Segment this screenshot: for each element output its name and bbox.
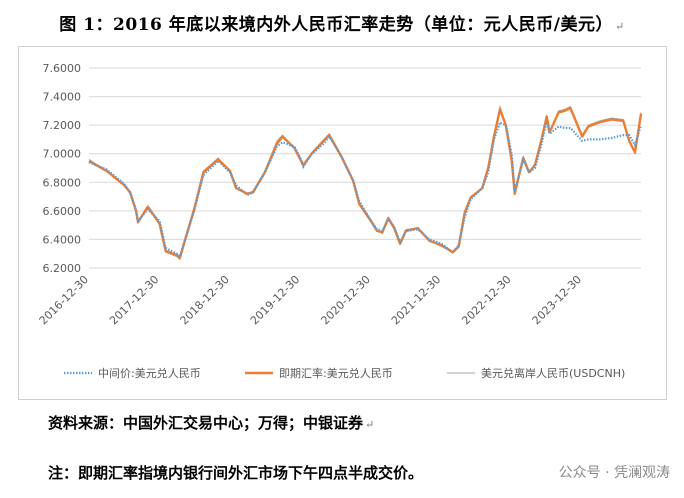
x-tick-label: 2019-12-30 [248,273,302,327]
series-line-2 [88,104,642,261]
y-tick-label: 6.2000 [43,262,82,275]
y-tick-label: 6.8000 [43,176,82,189]
legend-label-2: 美元兑离岸人民币(USDCNH) [481,366,625,380]
footnote: 注：即期汇率指境内银行间外汇市场下午四点半成交价。 [48,464,424,482]
x-tick-label: 2023-12-30 [530,273,584,327]
legend-label-1: 即期汇率:美元兑人民币 [279,366,393,380]
x-tick-label: 2018-12-30 [178,273,232,327]
watermark: 公众号 · 凭澜观涛 [558,465,670,481]
exchange-rate-chart: 6.2000 6.4000 6.6000 6.8000 7.0000 7.2000 7.40… [37,62,643,380]
x-tick-label: 2020-12-30 [319,273,373,327]
series-line-0 [88,120,643,259]
x-tick-label: 2016-12-30 [37,273,91,327]
chart-frame: 6.2000 6.4000 6.6000 6.8000 7.0000 7.2000 7.40… [18,46,667,400]
y-tick-label: 7.4000 [43,91,82,104]
source-note: 资料来源：中国外汇交易中心；万得；中银证券 ↵ [48,414,375,432]
series-line-1 [88,106,643,260]
x-tick-label: 2017-12-30 [107,273,161,327]
y-tick-label: 7.2000 [43,119,82,132]
x-tick-label: 2022-12-30 [459,273,513,327]
x-tick-label: 2021-12-30 [389,273,443,327]
y-tick-label: 7.6000 [43,62,82,75]
y-tick-label: 6.4000 [43,233,82,246]
y-tick-label: 7.0000 [43,148,82,161]
y-tick-label: 6.6000 [43,205,82,218]
figure-title: 图 1：2016 年底以来境内外人民币汇率走势（单位：元人民币/美元） ↵ [59,15,625,35]
legend-label-0: 中间价:美元兑人民币 [98,366,201,380]
